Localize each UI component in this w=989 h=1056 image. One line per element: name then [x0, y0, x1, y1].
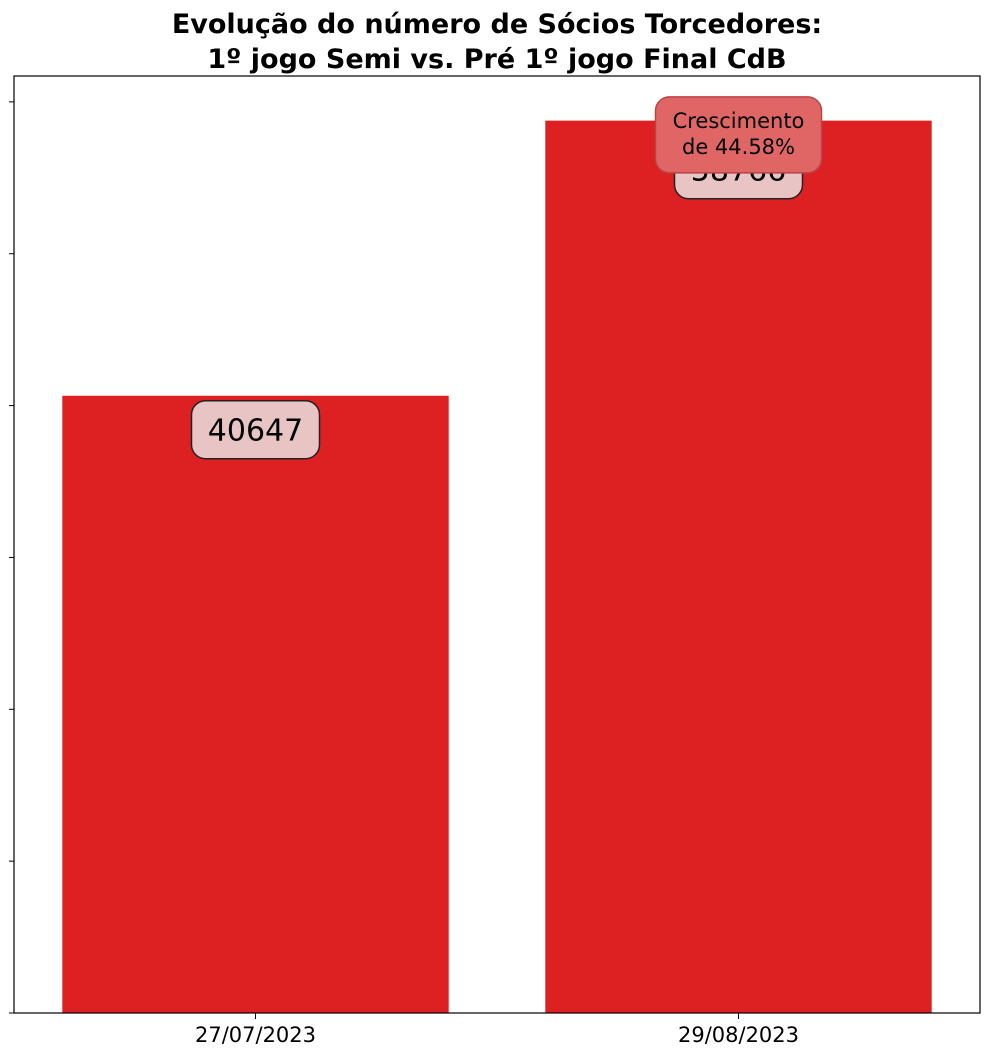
bar-1 — [62, 395, 449, 1013]
chart-subtitle: 1º jogo Semi vs. Pré 1º jogo Final CdB — [207, 44, 786, 75]
value-label-1: 40647 — [208, 414, 303, 449]
bar-2 — [545, 120, 932, 1014]
x-tick-label-2: 29/08/2023 — [678, 1023, 799, 1047]
growth-annotation: Crescimento de 44.58% — [654, 96, 823, 174]
x-tick-label-1: 27/07/2023 — [195, 1023, 316, 1047]
growth-annotation-line1: Crescimento — [673, 109, 805, 133]
growth-annotation-line2: de 44.58% — [682, 135, 795, 159]
bars-layer — [62, 120, 932, 1014]
x-axis-ticks: 27/07/2023 29/08/2023 — [195, 1013, 799, 1047]
growth-annotation-box — [654, 96, 823, 174]
value-label-box-1 — [190, 399, 321, 460]
plot-frame — [13, 75, 981, 1014]
y-axis-ticks — [9, 101, 14, 1014]
chart-title: Evolução do número de Sócios Torcedores: — [172, 9, 822, 40]
